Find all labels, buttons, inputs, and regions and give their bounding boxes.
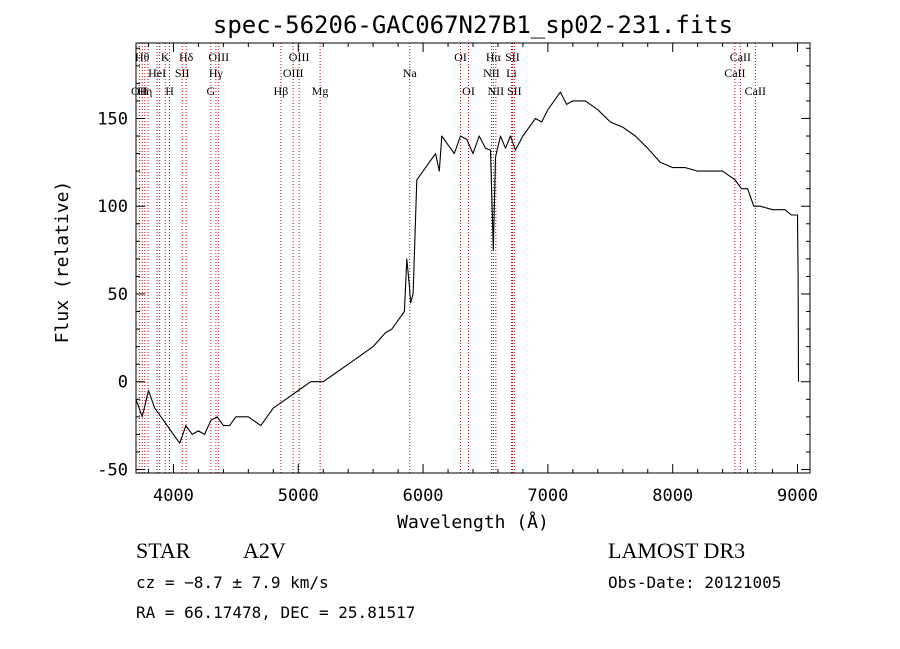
x-tick-label: 4000 bbox=[153, 486, 194, 506]
redshift-velocity: cz = −8.7 ± 7.9 km/s bbox=[136, 573, 329, 592]
line-label: Hδ bbox=[179, 50, 194, 64]
y-tick-label: 150 bbox=[97, 109, 128, 129]
line-label-group: OIIHθHηHeIKHSIIHδGHγOIIIHβOIIIOIIIMgNaOI… bbox=[131, 50, 766, 98]
line-label: Li bbox=[506, 66, 517, 80]
line-label: Hγ bbox=[209, 66, 224, 80]
x-axis-label: Wavelength (Å) bbox=[397, 511, 549, 533]
y-axis-label: Flux (relative) bbox=[52, 181, 73, 344]
line-label: OIII bbox=[283, 66, 304, 80]
x-tick-label: 7000 bbox=[527, 486, 568, 506]
x-tick-label: 9000 bbox=[777, 486, 818, 506]
y-tick-label: 0 bbox=[118, 373, 128, 393]
axis-ticks: 4000 5000 6000 7000 8000 9000 -50 0 50 100 150 bbox=[97, 43, 818, 506]
y-tick-label: 100 bbox=[97, 197, 128, 217]
line-label: NII bbox=[483, 66, 500, 80]
line-label: OI bbox=[462, 84, 475, 98]
line-label: CaII bbox=[724, 66, 745, 80]
spectrum-line bbox=[135, 91, 800, 444]
line-label: OI bbox=[454, 50, 467, 64]
line-label: SII bbox=[505, 50, 520, 64]
observation-date: Obs-Date: 20121005 bbox=[608, 573, 782, 592]
line-label: HeI bbox=[148, 66, 166, 80]
line-label: CaII bbox=[730, 50, 751, 64]
y-tick-label: 50 bbox=[108, 285, 128, 305]
line-label: Mg bbox=[312, 84, 329, 98]
line-label: Hβ bbox=[274, 84, 289, 98]
line-label: Hη bbox=[137, 84, 152, 98]
x-tick-label: 5000 bbox=[278, 486, 319, 506]
line-marker-group bbox=[138, 43, 756, 473]
survey-label: LAMOST DR3 bbox=[608, 538, 746, 563]
x-tick-label: 8000 bbox=[652, 486, 693, 506]
object-class: STAR bbox=[136, 538, 191, 563]
line-label: Hα bbox=[486, 50, 502, 64]
line-label: Na bbox=[403, 66, 418, 80]
line-label: H bbox=[165, 84, 174, 98]
line-label: NII bbox=[488, 84, 505, 98]
chart-title: spec-56206-GAC067N27B1_sp02-231.fits bbox=[213, 11, 733, 39]
line-label: OII bbox=[131, 84, 148, 98]
y-tick-label: -50 bbox=[97, 460, 128, 480]
line-label: OIII bbox=[208, 50, 229, 64]
line-label: CaII bbox=[745, 84, 766, 98]
x-tick-label: 6000 bbox=[403, 486, 444, 506]
line-label: SII bbox=[507, 84, 522, 98]
line-label: OIII bbox=[289, 50, 310, 64]
coordinates: RA = 66.17478, DEC = 25.81517 bbox=[136, 603, 416, 622]
plot-frame bbox=[135, 42, 811, 474]
line-label: G bbox=[207, 84, 216, 98]
line-label: K bbox=[161, 50, 170, 64]
spectral-subclass: A2V bbox=[243, 538, 286, 563]
line-label: SII bbox=[175, 66, 190, 80]
line-label: Hθ bbox=[135, 50, 150, 64]
